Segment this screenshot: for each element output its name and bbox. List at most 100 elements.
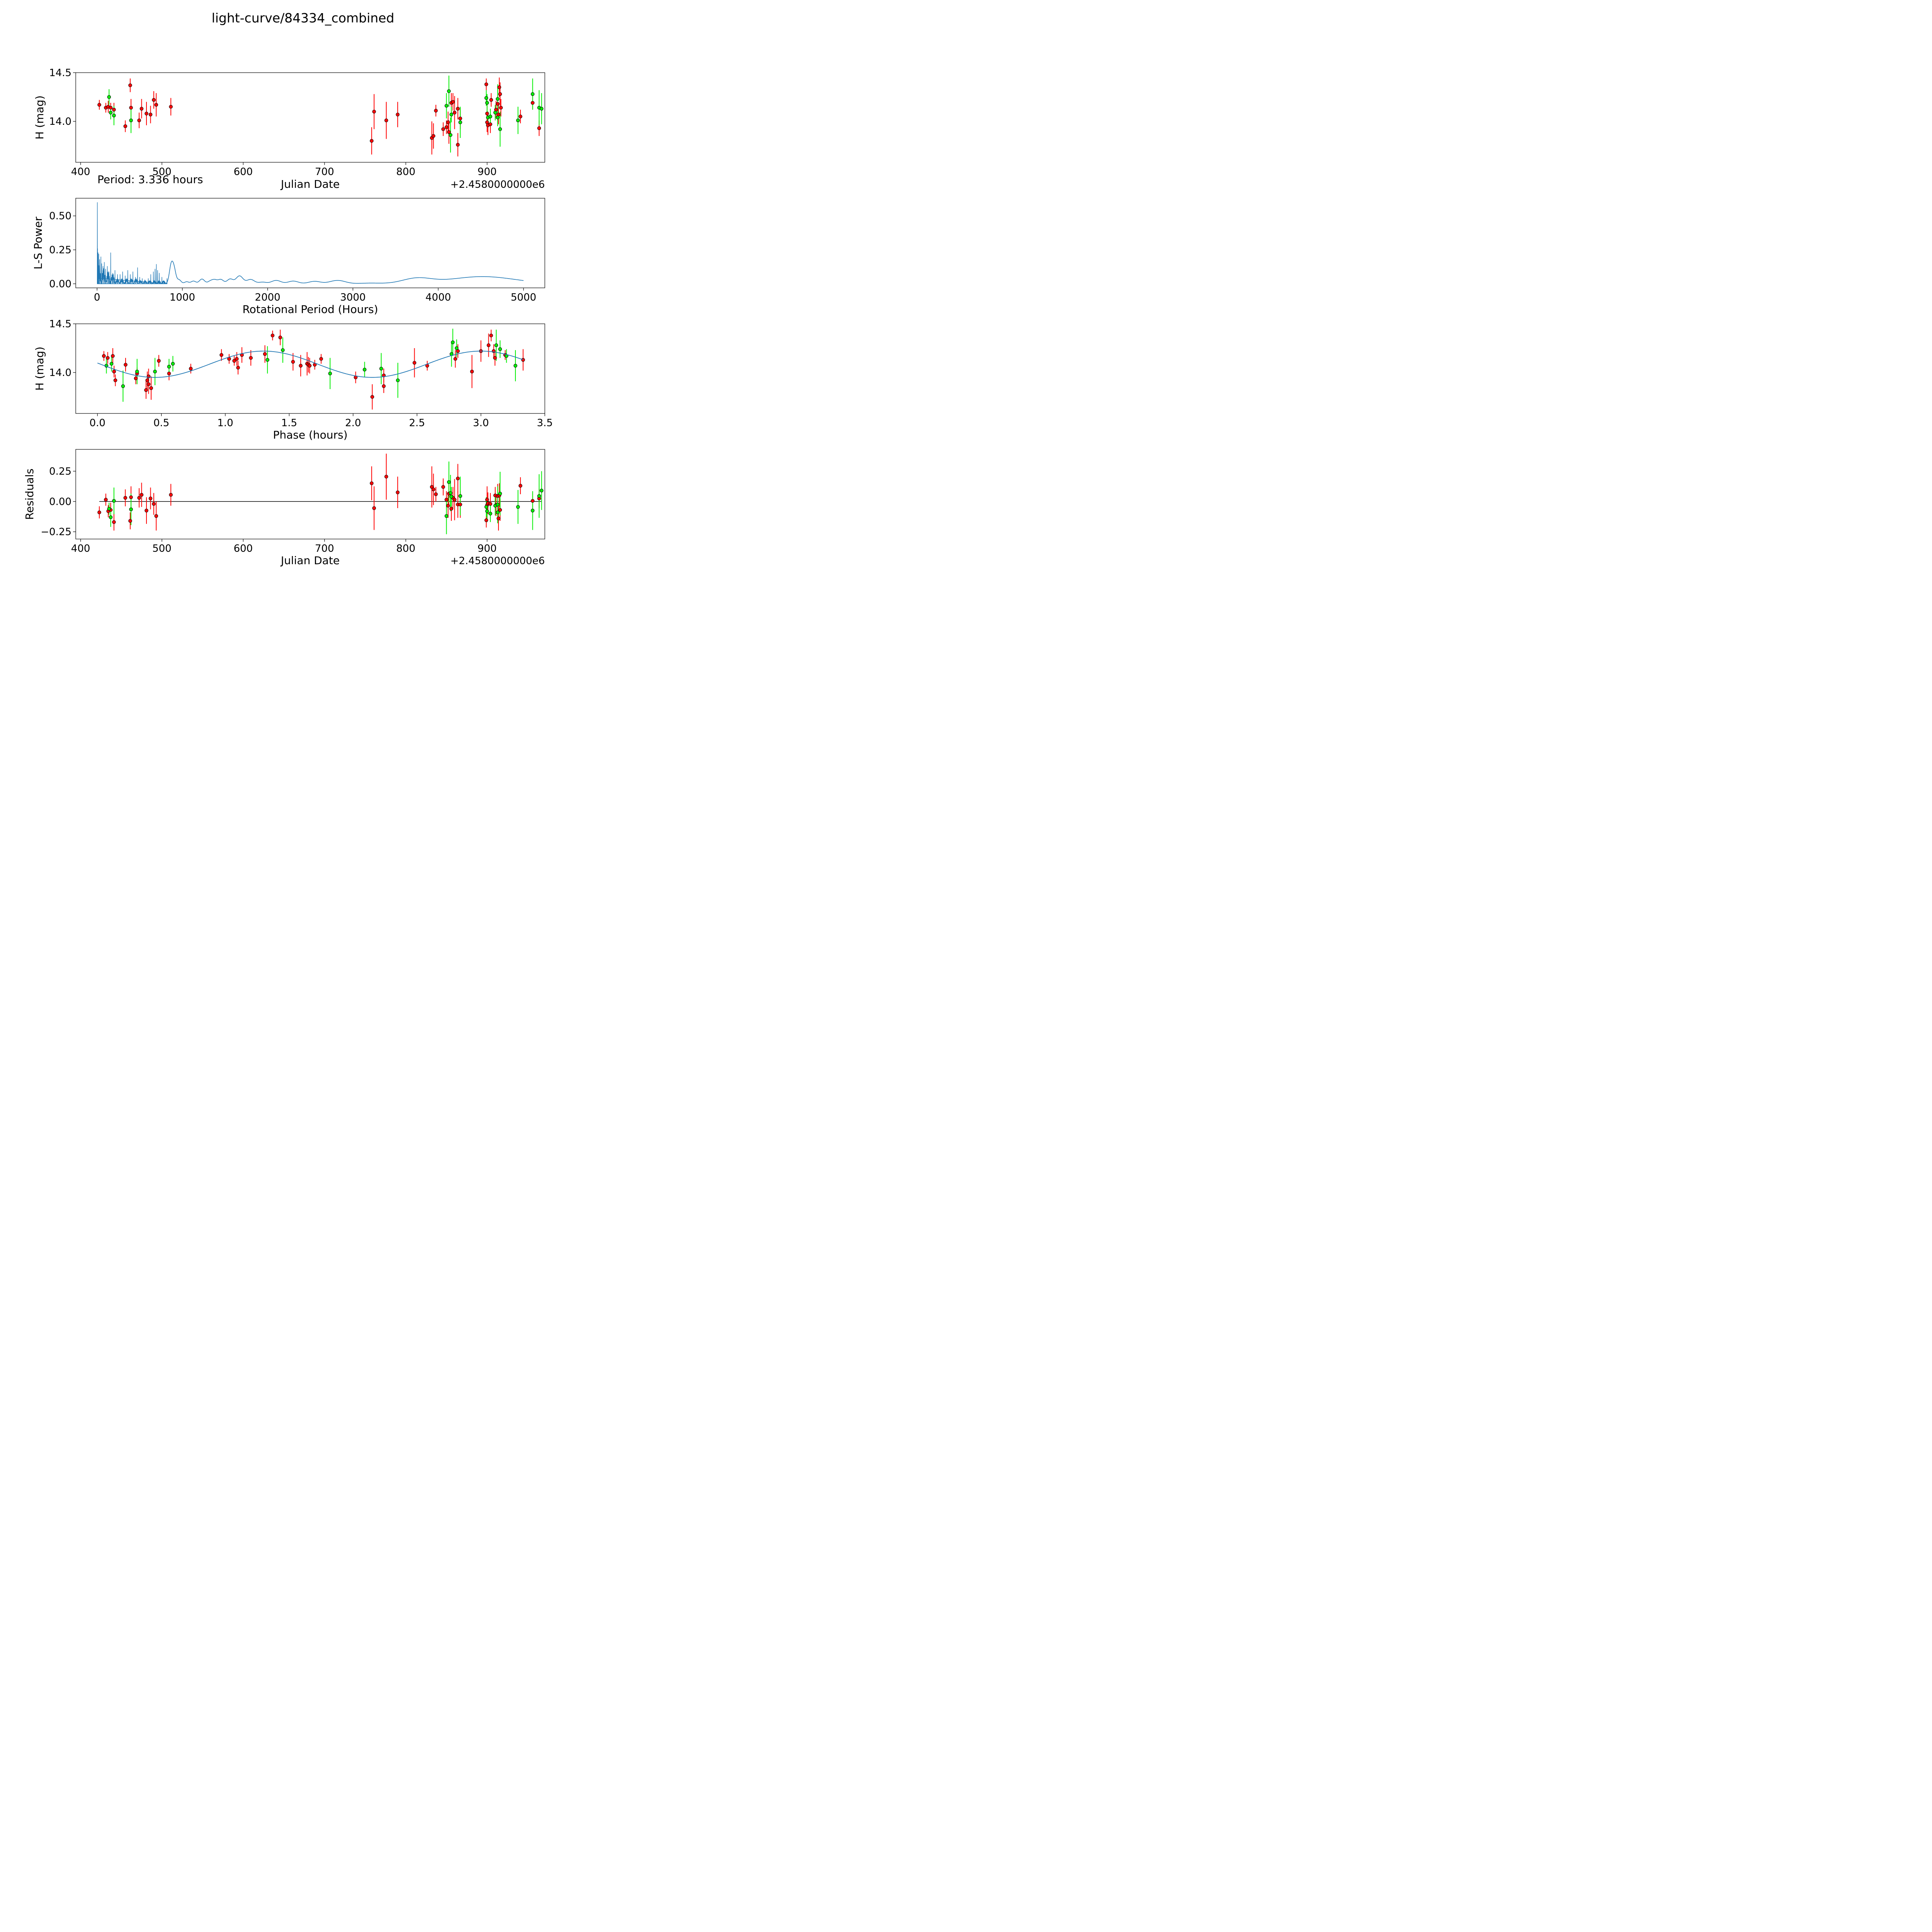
red-data-point bbox=[493, 356, 497, 360]
red-data-point bbox=[148, 112, 153, 117]
red-data-point bbox=[456, 476, 460, 481]
x-tick-label: 5000 bbox=[511, 292, 536, 303]
green-data-point bbox=[135, 369, 139, 374]
x-tick-label: 600 bbox=[234, 166, 253, 178]
red-data-point bbox=[485, 112, 489, 116]
green-data-point bbox=[498, 347, 502, 351]
x-tick-label: 900 bbox=[478, 166, 497, 178]
red-data-point bbox=[157, 359, 161, 363]
red-data-point bbox=[446, 120, 450, 124]
residuals-ylabel: Residuals bbox=[23, 469, 36, 520]
red-data-point bbox=[497, 516, 500, 520]
red-data-point bbox=[129, 105, 133, 110]
red-data-point bbox=[486, 343, 491, 347]
green-data-point bbox=[458, 494, 462, 498]
x-tick-label: 2.0 bbox=[345, 417, 361, 429]
red-data-point bbox=[112, 108, 116, 112]
red-data-point bbox=[263, 352, 267, 356]
red-data-point bbox=[531, 499, 535, 503]
lightcurve-xlabel: Julian Date bbox=[280, 178, 340, 190]
red-data-point bbox=[384, 118, 388, 122]
red-data-point bbox=[485, 498, 489, 502]
green-data-point bbox=[516, 118, 520, 122]
red-data-point bbox=[152, 502, 156, 506]
green-data-point bbox=[121, 384, 125, 388]
red-data-point bbox=[488, 122, 492, 126]
red-data-point bbox=[139, 107, 144, 111]
x-tick-label: 0.5 bbox=[153, 417, 169, 429]
red-data-point bbox=[484, 518, 488, 522]
red-data-point bbox=[456, 107, 460, 111]
green-data-point bbox=[449, 112, 453, 117]
red-data-point bbox=[446, 503, 450, 508]
red-data-point bbox=[308, 364, 312, 368]
red-data-point bbox=[319, 357, 323, 361]
red-data-point bbox=[452, 111, 457, 115]
x-tick-label: 3.5 bbox=[537, 417, 553, 429]
green-data-point bbox=[379, 367, 383, 371]
x-tick-label: 1000 bbox=[170, 292, 195, 303]
green-data-point bbox=[458, 120, 462, 124]
red-data-point bbox=[278, 335, 282, 340]
green-data-point bbox=[112, 499, 116, 503]
red-data-point bbox=[145, 112, 148, 116]
lightcurve-panel: 400 500 600 700 800 900 14.0 14.5 Julian Date H… bbox=[33, 67, 545, 190]
green-data-point bbox=[171, 362, 175, 366]
red-data-point bbox=[124, 363, 128, 367]
red-data-point bbox=[441, 485, 445, 489]
green-data-point bbox=[109, 515, 113, 519]
red-data-point bbox=[148, 497, 153, 500]
phased-ticks: 0.0 0.5 1.0 1.5 2.0 2.5 3.0 3.5 14.0 14.5 bbox=[49, 318, 553, 429]
residuals-offset-label: +2.4580000000e6 bbox=[450, 555, 545, 567]
x-tick-label: 700 bbox=[315, 166, 334, 178]
red-data-point bbox=[105, 356, 110, 360]
periodogram-ylabel: L-S Power bbox=[32, 216, 44, 269]
x-tick-label: 800 bbox=[396, 166, 415, 178]
red-data-point bbox=[129, 495, 133, 499]
red-data-point bbox=[154, 103, 158, 107]
red-data-point bbox=[112, 520, 116, 524]
green-data-point bbox=[107, 95, 111, 99]
residuals-panel: 400 500 600 700 800 900 −0.25 0.00 0.25 Julian D… bbox=[23, 449, 545, 567]
red-data-point bbox=[370, 139, 374, 143]
red-data-point bbox=[531, 101, 535, 105]
red-data-point bbox=[396, 112, 400, 117]
green-data-point bbox=[493, 111, 497, 115]
red-data-point bbox=[447, 130, 451, 134]
periodogram-xlabel: Rotational Period (Hours) bbox=[242, 303, 378, 316]
y-tick-label: 0.25 bbox=[49, 466, 71, 477]
red-data-point bbox=[219, 353, 223, 357]
residuals-ticks: 400 500 600 700 800 900 −0.25 0.00 0.25 bbox=[41, 466, 497, 554]
red-data-point bbox=[519, 114, 522, 119]
red-data-point bbox=[109, 105, 113, 110]
x-tick-label: 500 bbox=[152, 166, 172, 178]
red-data-point bbox=[384, 474, 388, 479]
red-data-point bbox=[111, 354, 115, 358]
red-data-point bbox=[145, 509, 148, 513]
green-data-point bbox=[496, 502, 500, 507]
periodogram-dense-segment bbox=[97, 202, 168, 285]
lightcurve-points bbox=[97, 75, 544, 156]
y-tick-label: 14.0 bbox=[49, 367, 71, 379]
green-data-point bbox=[112, 114, 116, 117]
sinusoid-model-line bbox=[97, 350, 524, 378]
green-data-point bbox=[488, 114, 492, 119]
phased-axes-frame bbox=[75, 323, 545, 414]
red-data-point bbox=[249, 356, 253, 360]
green-data-point bbox=[496, 97, 500, 101]
green-data-point bbox=[484, 96, 488, 100]
green-data-point bbox=[109, 362, 114, 366]
red-data-point bbox=[431, 134, 435, 138]
red-data-point bbox=[458, 116, 462, 121]
red-data-point bbox=[128, 83, 132, 87]
green-data-point bbox=[281, 348, 285, 352]
green-data-point bbox=[328, 371, 332, 376]
x-tick-label: 4000 bbox=[425, 292, 451, 303]
red-data-point bbox=[498, 92, 502, 96]
red-data-point bbox=[144, 388, 148, 392]
red-data-point bbox=[382, 384, 386, 388]
green-data-point bbox=[444, 514, 449, 518]
green-data-point bbox=[488, 512, 492, 515]
y-tick-label: 14.5 bbox=[49, 67, 71, 79]
red-data-point bbox=[235, 357, 239, 361]
